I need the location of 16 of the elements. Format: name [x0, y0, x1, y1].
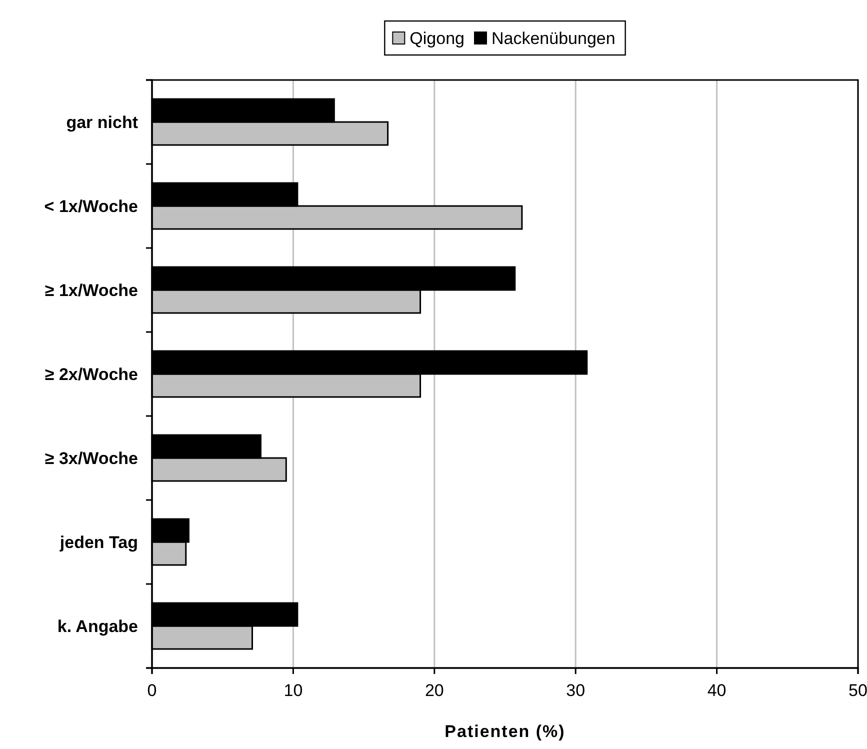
y-tick-label: ≥ 3x/Woche — [44, 448, 138, 468]
x-axis-title: Patienten (%) — [444, 722, 566, 741]
y-tick-label: k. Angabe — [57, 616, 138, 636]
x-tick-label: 30 — [566, 681, 586, 700]
x-tick-label: 10 — [284, 681, 303, 700]
x-tick-label: 40 — [707, 681, 726, 700]
y-tick-label: gar nicht — [66, 112, 138, 132]
legend-label: Qigong — [410, 28, 464, 48]
y-tick-label: jeden Tag — [58, 532, 138, 552]
x-tick-label: 50 — [848, 681, 867, 700]
legend-label: Nackenübungen — [492, 28, 616, 48]
x-tick-label: 20 — [424, 681, 444, 700]
y-tick-label: < 1x/Woche — [44, 196, 138, 216]
y-tick-label: ≥ 1x/Woche — [44, 280, 138, 300]
x-tick-label: 0 — [147, 681, 157, 700]
y-tick-label: ≥ 2x/Woche — [44, 364, 138, 384]
